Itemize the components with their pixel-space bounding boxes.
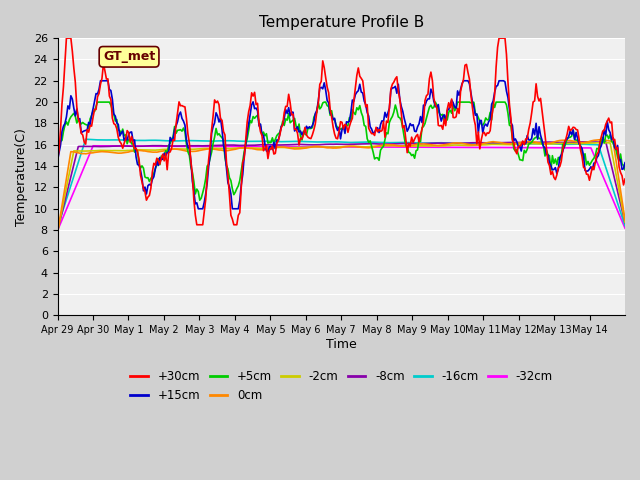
-8cm [73, 150, 81, 156]
-16cm [73, 164, 81, 170]
Text: GT_met: GT_met [103, 50, 155, 63]
-2cm [346, 144, 353, 149]
+5cm [620, 163, 627, 168]
+30cm [545, 163, 553, 168]
0cm [91, 150, 99, 156]
-32cm [89, 143, 97, 149]
Y-axis label: Temperature(C): Temperature(C) [15, 128, 28, 226]
0cm [618, 198, 626, 204]
+15cm [620, 166, 627, 172]
+30cm [620, 182, 627, 188]
-32cm [618, 218, 626, 224]
+30cm [621, 176, 629, 182]
Title: Temperature Profile B: Temperature Profile B [259, 15, 424, 30]
-32cm [54, 228, 61, 233]
+15cm [545, 160, 553, 166]
+5cm [93, 99, 101, 105]
+15cm [461, 78, 469, 84]
0cm [543, 141, 550, 146]
+15cm [54, 158, 61, 164]
+15cm [349, 97, 356, 103]
Line: -16cm: -16cm [58, 139, 625, 227]
0cm [621, 217, 629, 223]
-8cm [458, 140, 466, 146]
-16cm [544, 141, 552, 146]
-2cm [598, 140, 605, 145]
-2cm [543, 141, 550, 147]
+5cm [196, 197, 204, 203]
-8cm [346, 142, 353, 147]
Line: +30cm: +30cm [58, 38, 625, 225]
-16cm [347, 140, 355, 145]
-2cm [458, 142, 466, 148]
+15cm [91, 98, 99, 104]
-2cm [54, 229, 61, 235]
+30cm [92, 107, 100, 112]
-32cm [544, 145, 552, 151]
-2cm [91, 148, 99, 154]
-8cm [621, 220, 629, 226]
+5cm [91, 108, 99, 114]
Line: +5cm: +5cm [58, 102, 625, 200]
+5cm [54, 150, 61, 156]
+30cm [193, 222, 201, 228]
+30cm [54, 156, 61, 162]
+15cm [621, 160, 629, 166]
-2cm [73, 148, 81, 154]
Line: -8cm: -8cm [58, 142, 625, 231]
-32cm [621, 225, 629, 231]
-8cm [543, 139, 550, 145]
-32cm [92, 143, 100, 149]
+30cm [74, 116, 82, 121]
+30cm [349, 115, 356, 121]
-2cm [621, 219, 629, 225]
0cm [346, 143, 353, 149]
+5cm [349, 107, 356, 113]
Legend: +30cm, +15cm, +5cm, 0cm, -2cm, -8cm, -16cm, -32cm: +30cm, +15cm, +5cm, 0cm, -2cm, -8cm, -16… [125, 366, 557, 407]
+15cm [195, 206, 202, 212]
Line: 0cm: 0cm [58, 140, 625, 233]
0cm [458, 141, 466, 146]
-32cm [73, 182, 81, 188]
-32cm [347, 144, 355, 150]
-8cm [91, 144, 99, 149]
-16cm [621, 223, 629, 228]
+5cm [545, 153, 553, 158]
+15cm [73, 106, 81, 112]
0cm [596, 137, 604, 143]
+5cm [621, 167, 629, 173]
-8cm [54, 228, 61, 234]
-16cm [82, 136, 90, 142]
-32cm [460, 144, 467, 150]
Line: -32cm: -32cm [58, 146, 625, 230]
-16cm [460, 141, 467, 146]
+5cm [461, 99, 469, 105]
-2cm [618, 204, 626, 210]
-16cm [54, 224, 61, 230]
-8cm [602, 139, 609, 144]
+15cm [97, 78, 104, 84]
+30cm [461, 62, 469, 68]
+30cm [63, 35, 70, 41]
-16cm [92, 137, 100, 143]
+5cm [73, 120, 81, 126]
0cm [54, 230, 61, 236]
-16cm [618, 214, 626, 219]
X-axis label: Time: Time [326, 338, 356, 351]
0cm [73, 150, 81, 156]
-8cm [618, 207, 626, 213]
Line: -2cm: -2cm [58, 143, 625, 232]
Line: +15cm: +15cm [58, 81, 625, 209]
